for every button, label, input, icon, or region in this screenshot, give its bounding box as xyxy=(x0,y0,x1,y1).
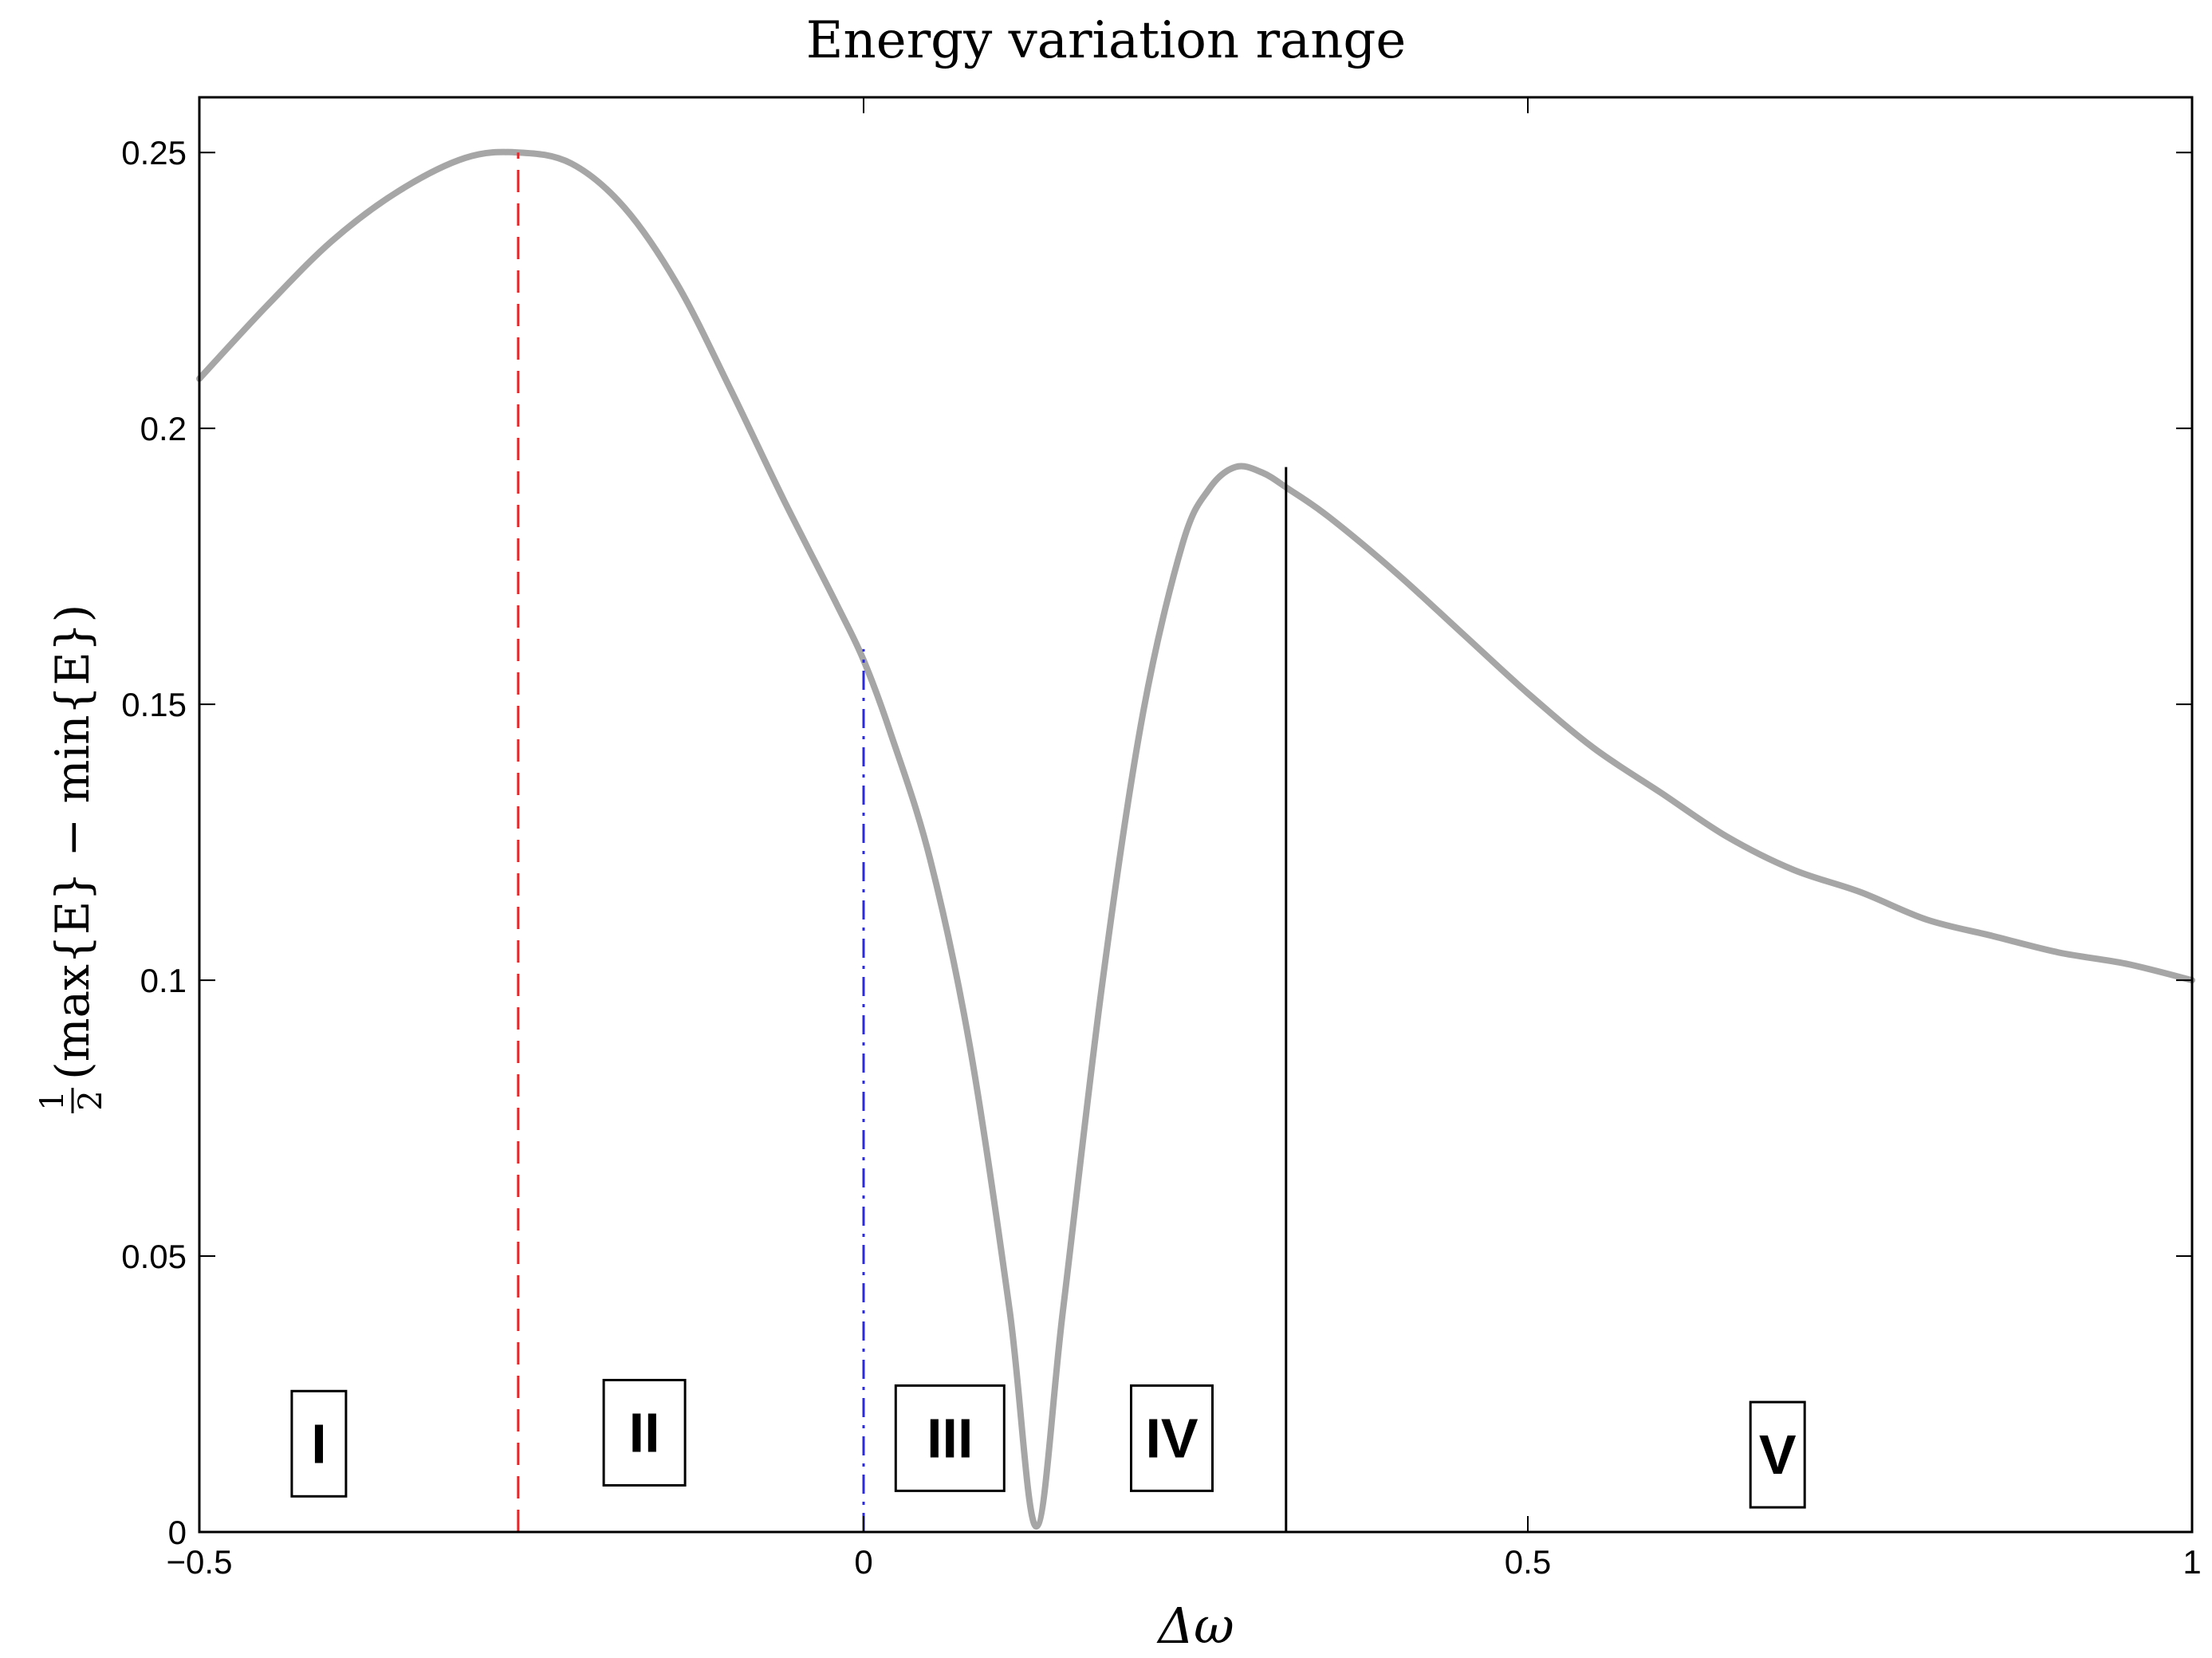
region-label-1: II xyxy=(602,1379,687,1487)
region-label-4: V xyxy=(1749,1400,1806,1509)
y-tick-label: 0.05 xyxy=(121,1238,187,1275)
region-label-box xyxy=(602,1379,687,1487)
region-label-box xyxy=(894,1384,1006,1492)
region-label-text: III xyxy=(927,1407,973,1469)
series-line-0 xyxy=(196,148,2195,1530)
y-tick-label: 0.25 xyxy=(121,134,187,171)
chart-title: Energy variation range xyxy=(806,11,1407,70)
region-label-3: IV xyxy=(1130,1384,1214,1492)
region-label-2: III xyxy=(894,1384,1006,1492)
region-label-box xyxy=(1130,1384,1214,1492)
y-tick-label: 0.15 xyxy=(121,686,187,723)
y-tick-label: 0.1 xyxy=(140,962,187,999)
vline-layer xyxy=(517,152,1288,1532)
y-label-frac-num: 1 xyxy=(34,1090,71,1110)
region-label-text: I xyxy=(311,1412,326,1475)
series-layer xyxy=(196,148,2195,1530)
y-axis-label: 1 2 (max{E} − min{E}) xyxy=(34,605,109,1113)
plot-frame xyxy=(198,96,2194,1534)
region-label-0: I xyxy=(290,1389,348,1498)
region-labels: I II III IV V xyxy=(290,1379,1806,1509)
tick-layer: −0.5 0 0.5 100.050.10.150.20.25 xyxy=(121,97,2202,1581)
region-label-text: V xyxy=(1759,1424,1797,1486)
region-label-box xyxy=(290,1389,348,1498)
x-axis-label: Δω xyxy=(1156,1597,1234,1655)
region-label-text: IV xyxy=(1145,1407,1198,1469)
x-tick-label: 1 xyxy=(2182,1543,2201,1581)
y-tick-label: 0.2 xyxy=(140,410,187,447)
y-label-frac-den: 2 xyxy=(73,1090,109,1110)
x-tick-label: 0 xyxy=(854,1543,872,1581)
y-label-text: (max{E} − min{E}) xyxy=(45,605,100,1080)
x-tick-label: 0.5 xyxy=(1505,1543,1551,1581)
x-tick-label: −0.5 xyxy=(167,1543,233,1581)
y-tick-label: 0 xyxy=(168,1514,187,1551)
region-label-box xyxy=(1749,1400,1806,1509)
region-label-text: II xyxy=(629,1401,660,1463)
